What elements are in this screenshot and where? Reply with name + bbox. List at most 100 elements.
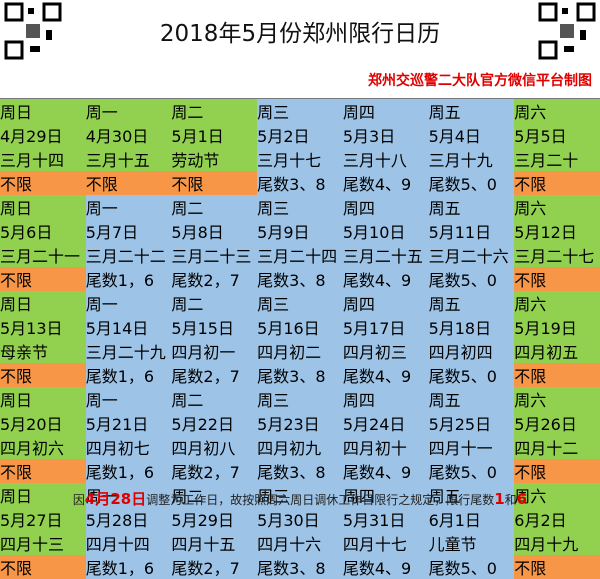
subtitle: 郑州交巡警二大队官方微信平台制图 <box>368 73 592 89</box>
lunar: 四月初六 <box>0 439 65 458</box>
note-text: 1 <box>494 490 505 508</box>
date: 5月16日 <box>257 319 320 338</box>
restriction: 不限 <box>0 363 86 387</box>
restriction: 尾数1，6 <box>85 555 172 579</box>
lunar: 母亲节 <box>0 343 49 362</box>
restriction: 不限 <box>171 171 258 195</box>
weekday: 周四 <box>342 103 375 122</box>
day-cell: 周日 5月13日 母亲节 不限 <box>0 291 86 387</box>
day-cell: 周三 5月16日 四月初二 尾数3、8 <box>257 291 343 387</box>
lunar: 劳动节 <box>171 151 220 170</box>
lunar: 四月初十 <box>342 439 407 458</box>
title: 2018年5月份郑州限行日历 <box>159 21 441 47</box>
qr-code <box>538 2 596 60</box>
day-cell: 周日 4月29日 三月十四 不限 <box>0 99 86 195</box>
weekday: 周一 <box>85 103 118 122</box>
day-cell: 周一 5月7日 三月二十二 尾数1，6 <box>85 195 172 291</box>
weekday: 周三 <box>257 103 290 122</box>
weekday: 周二 <box>171 199 204 218</box>
restriction: 尾数3、8 <box>257 459 343 483</box>
restriction: 尾数4、9 <box>342 171 429 195</box>
lunar: 三月二十九 <box>85 343 166 362</box>
weekday: 周六 <box>514 199 547 218</box>
restriction: 尾数3、8 <box>257 171 343 195</box>
date: 5月19日 <box>514 319 577 338</box>
restriction: 尾数1，6 <box>85 267 172 291</box>
restriction: 不限 <box>85 171 172 195</box>
restriction: 尾数1，6 <box>85 363 172 387</box>
weekday: 周四 <box>342 199 375 218</box>
restriction: 不限 <box>514 171 600 195</box>
day-cell: 周四 5月17日 四月初三 尾数4、9 <box>342 291 429 387</box>
lunar: 四月十二 <box>514 439 579 458</box>
restriction: 不限 <box>514 555 600 579</box>
restriction: 尾数5、0 <box>428 555 515 579</box>
lunar: 四月初八 <box>171 439 236 458</box>
lunar: 三月二十三 <box>171 247 252 266</box>
date: 5月13日 <box>0 319 63 338</box>
date: 5月10日 <box>342 223 406 242</box>
restriction: 不限 <box>0 555 86 579</box>
weekday: 周三 <box>257 487 290 506</box>
weekday: 周日 <box>0 487 33 506</box>
lunar: 四月初三 <box>342 343 407 362</box>
weekday: 周日 <box>0 103 33 122</box>
day-cell: 周日 5月20日 四月初六 不限 <box>0 387 86 483</box>
day-cell: 周一 5月14日 三月二十九 尾数1，6 <box>85 291 172 387</box>
day-cell: 周五 5月11日 三月二十六 尾数5、0 <box>428 195 515 291</box>
lunar: 三月十八 <box>342 151 407 170</box>
lunar: 四月十三 <box>0 535 65 554</box>
restriction: 尾数5、0 <box>428 267 515 291</box>
date: 5月24日 <box>342 415 406 434</box>
day-cell: 周四 5月10日 三月二十五 尾数4、9 <box>342 195 429 291</box>
date: 5月2日 <box>257 127 310 146</box>
day-cell: 周二 5月22日 四月初八 尾数2，7 <box>171 387 258 483</box>
lunar: 四月初四 <box>428 343 493 362</box>
restriction: 不限 <box>514 459 600 483</box>
date: 5月5日 <box>514 127 567 146</box>
date: 6月2日 <box>514 511 567 530</box>
restriction: 尾数4、9 <box>342 459 429 483</box>
date: 5月7日 <box>85 223 139 242</box>
weekday: 周五 <box>428 295 461 314</box>
weekday: 周二 <box>171 391 204 410</box>
weekday: 周一 <box>85 295 118 314</box>
weekday: 周一 <box>85 487 118 506</box>
weekday: 周五 <box>428 391 461 410</box>
date: 5月11日 <box>428 223 492 242</box>
day-cell: 周三 5月9日 三月二十四 尾数3、8 <box>257 195 343 291</box>
lunar: 四月十七 <box>342 535 407 554</box>
calendar-grid: 周日 4月29日 三月十四 不限 周一 4月30日 三月十五 不限 周二 5月1日 劳动节 不限 周三 5… <box>0 98 600 579</box>
date: 5月31日 <box>342 511 406 530</box>
lunar: 三月十四 <box>0 151 65 170</box>
lunar: 四月初七 <box>85 439 150 458</box>
weekday: 周三 <box>257 391 290 410</box>
date: 5月8日 <box>171 223 224 242</box>
lunar: 四月十五 <box>171 535 236 554</box>
restriction: 不限 <box>0 171 86 195</box>
restriction: 尾数4、9 <box>342 363 429 387</box>
day-cell: 周二 5月8日 三月二十三 尾数2，7 <box>171 195 258 291</box>
lunar: 三月十七 <box>257 151 322 170</box>
restriction: 尾数5、0 <box>428 459 515 483</box>
lunar: 四月初二 <box>257 343 322 362</box>
note-text: 6 <box>516 490 528 508</box>
lunar: 四月十六 <box>257 535 322 554</box>
day-cell: 周六 5月26日 四月十二 不限 <box>514 387 600 483</box>
date: 5月3日 <box>342 127 396 146</box>
weekday: 周日 <box>0 199 33 218</box>
date: 4月30日 <box>85 127 149 146</box>
date: 5月1日 <box>171 127 224 146</box>
note-text: 调整为工作日，故按照周六周日调休工作日限行之规定，限行尾数 <box>146 493 495 507</box>
restriction: 尾数2，7 <box>171 555 258 579</box>
weekday: 周三 <box>257 199 290 218</box>
day-cell: 周六 5月19日 四月初五 不限 <box>514 291 600 387</box>
note-text: 和 <box>504 493 517 507</box>
restriction: 尾数3、8 <box>257 363 343 387</box>
day-cell: 周三 5月23日 四月初九 尾数3、8 <box>257 387 343 483</box>
weekday: 周五 <box>428 487 461 506</box>
day-cell: 周五 5月25日 四月十一 尾数5、0 <box>428 387 515 483</box>
weekday: 周六 <box>514 103 547 122</box>
note-text: 因 <box>72 493 85 507</box>
